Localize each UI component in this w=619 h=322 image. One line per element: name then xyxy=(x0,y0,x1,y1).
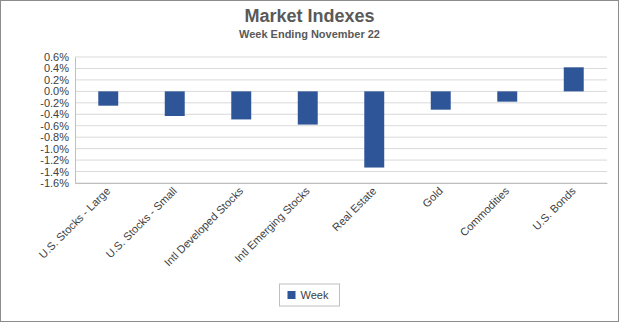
x-tick-label: Real Estate xyxy=(330,185,379,234)
chart-border xyxy=(1,1,619,322)
subtitle: Week Ending November 22 xyxy=(239,28,380,40)
grid-line xyxy=(75,137,607,138)
bar xyxy=(298,91,318,124)
bar xyxy=(98,91,118,105)
bar xyxy=(497,91,517,101)
legend-box xyxy=(280,284,340,306)
bar xyxy=(364,91,384,167)
x-tick: U.S. Stocks - Small xyxy=(103,183,178,260)
y-tick-label: -1.0% xyxy=(40,143,69,155)
bar xyxy=(165,91,185,116)
y-tick: 0.0% xyxy=(44,85,75,97)
y-tick: 0.4% xyxy=(44,62,75,74)
x-tick: Intl Emerging Stocks xyxy=(232,183,312,264)
grid xyxy=(75,57,607,183)
y-tick: -1.6% xyxy=(40,177,75,189)
y-tick-label: -0.6% xyxy=(40,120,69,132)
y-tick: -0.8% xyxy=(40,131,75,143)
y-tick-label: -1.6% xyxy=(40,177,69,189)
y-tick-label: 0.0% xyxy=(44,85,69,97)
x-tick-label: Commodities xyxy=(458,184,512,238)
grid-line xyxy=(75,171,607,172)
grid-line xyxy=(75,102,607,103)
chart: Market Indexes Week Ending November 22 0.6… xyxy=(0,0,619,322)
y-tick-label: -0.8% xyxy=(40,131,69,143)
y-tick-label: 0.2% xyxy=(44,74,69,86)
y-axis-line xyxy=(75,58,76,184)
grid-line xyxy=(75,160,607,161)
grid-line xyxy=(75,148,607,149)
legend: Week xyxy=(280,284,340,306)
grid-line xyxy=(75,183,607,184)
x-tick: Real Estate xyxy=(330,183,379,233)
x-tick: Gold xyxy=(420,183,445,210)
y-tick-label: -0.4% xyxy=(40,108,69,120)
y-tick-label: 0.4% xyxy=(44,62,69,74)
grid-line xyxy=(75,68,607,69)
grid-line xyxy=(75,125,607,126)
x-tick: U.S. Stocks - Large xyxy=(36,183,112,261)
legend-label: Week xyxy=(301,289,329,301)
grid-line xyxy=(75,114,607,115)
y-tick: -0.2% xyxy=(40,97,75,109)
y-tick: 0.6% xyxy=(44,51,75,63)
x-tick-label: U.S. Bonds xyxy=(530,184,578,232)
x-tick-label: U.S. Stocks - Small xyxy=(103,185,178,260)
x-tick-label: Gold xyxy=(420,185,445,210)
y-tick-label: 0.6% xyxy=(44,51,69,63)
bars xyxy=(98,67,583,167)
x-axis-line xyxy=(76,183,608,184)
y-tick-label: -1.2% xyxy=(40,154,69,166)
bar xyxy=(231,91,251,119)
y-tick: -1.4% xyxy=(40,166,75,178)
y-tick: -1.2% xyxy=(40,154,75,166)
y-tick-label: -1.4% xyxy=(40,166,69,178)
y-tick: -0.6% xyxy=(40,120,75,132)
grid-line xyxy=(75,57,607,58)
y-tick: -0.4% xyxy=(40,108,75,120)
x-tick: U.S. Bonds xyxy=(530,183,578,232)
grid-line xyxy=(75,91,607,92)
y-tick: 0.2% xyxy=(44,74,75,86)
x-axis: U.S. Stocks - LargeU.S. Stocks - Small In… xyxy=(36,183,607,268)
grid-line xyxy=(75,79,607,80)
y-tick: -1.0% xyxy=(40,143,75,155)
x-tick: Commodities xyxy=(458,183,512,239)
bar xyxy=(431,91,451,109)
bar xyxy=(564,67,584,91)
y-axis: 0.6%0.4%0.2%0.0%-0.2%-0.4%-0.6%-0.8%-1.0… xyxy=(40,51,75,189)
x-tick-label: Intl Emerging Stocks xyxy=(232,184,312,264)
y-tick-label: -0.2% xyxy=(40,97,69,109)
plot: 0.6%0.4%0.2%0.0%-0.2%-0.4%-0.6%-0.8%-1.0… xyxy=(36,51,607,268)
legend-swatch xyxy=(288,291,296,299)
title: Market Indexes xyxy=(244,6,374,26)
x-tick-label: U.S. Stocks - Large xyxy=(36,185,112,261)
